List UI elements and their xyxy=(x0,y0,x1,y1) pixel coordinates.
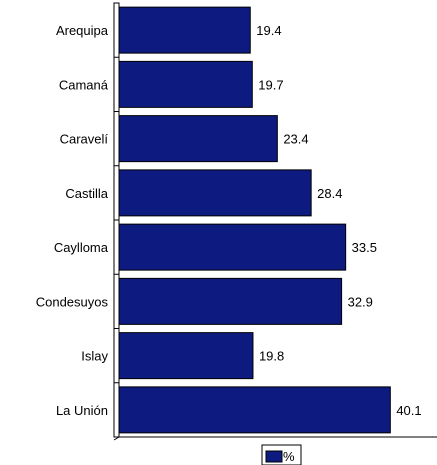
bar-7 xyxy=(118,332,254,380)
data-label: 19.8 xyxy=(259,349,284,364)
legend-label: % xyxy=(283,449,295,464)
data-label: 19.4 xyxy=(256,23,281,38)
category-label: Islay xyxy=(81,349,108,364)
data-label: 28.4 xyxy=(317,186,342,201)
bar-1 xyxy=(118,6,251,54)
data-label: 19.7 xyxy=(258,77,283,92)
data-label: 40.1 xyxy=(396,403,421,418)
bar-2 xyxy=(118,60,253,108)
axis-corner xyxy=(113,436,120,441)
bar-3 xyxy=(118,115,278,163)
category-label: Caylloma xyxy=(54,240,109,255)
category-label: Caravelí xyxy=(60,132,109,147)
data-label: 33.5 xyxy=(352,240,377,255)
axis-layer xyxy=(113,2,437,441)
category-label: Arequipa xyxy=(56,23,109,38)
bar-8 xyxy=(118,386,391,434)
labels-layer: Arequipa 19.4 Camaná 19.7 Caravelí 23.4 Castil… xyxy=(36,23,422,418)
legend-swatch xyxy=(265,450,283,463)
bar-5 xyxy=(118,223,347,271)
category-label: Castilla xyxy=(65,186,108,201)
category-label: Camaná xyxy=(59,77,109,92)
category-label: Condesuyos xyxy=(36,294,109,309)
data-label: 32.9 xyxy=(348,294,373,309)
bar-6 xyxy=(118,277,343,325)
bars-layer xyxy=(118,6,391,434)
bar-4 xyxy=(118,169,312,217)
data-label: 23.4 xyxy=(283,132,308,147)
category-label: La Unión xyxy=(56,403,108,418)
legend: % xyxy=(261,444,302,465)
